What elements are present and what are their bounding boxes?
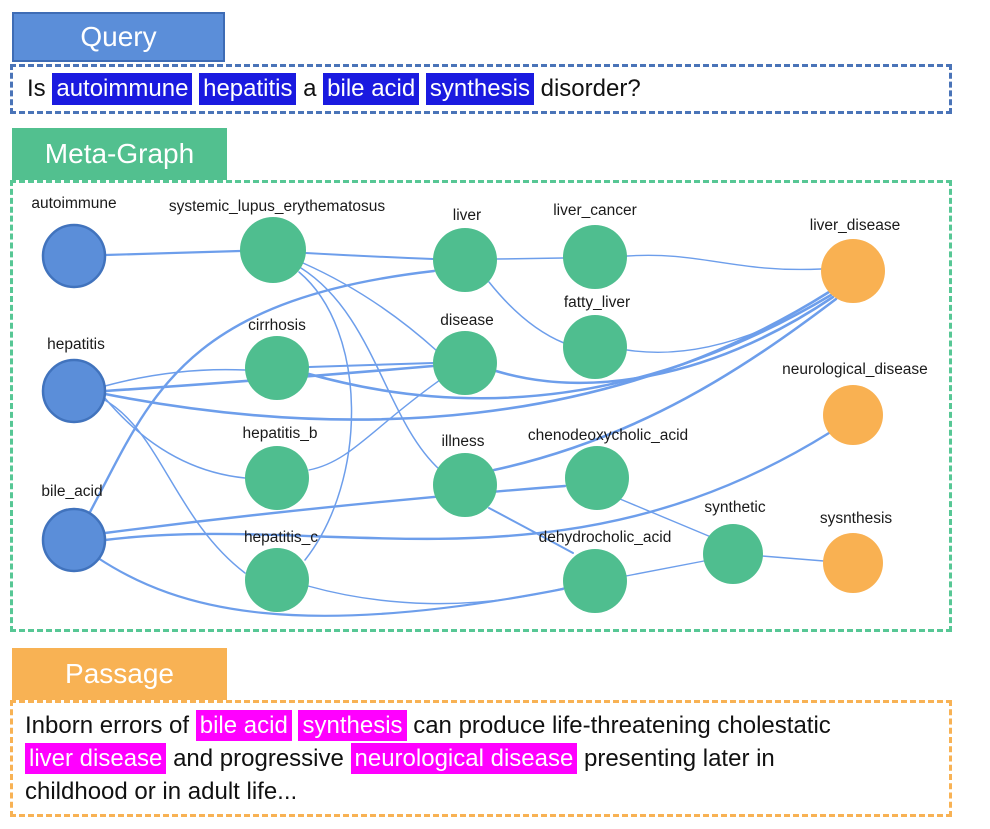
node-label-systemic_lupus_erythematosus: systemic_lupus_erythematosus [169,198,385,215]
node-label-hepatitis_c: hepatitis_c [244,529,318,546]
edge-liver--fatty_liver [488,281,565,344]
passage-text-box: Inborn errors of bile acid synthesis can… [10,700,952,817]
edge-hepatitis--hepatitis_c [102,398,246,574]
edge-systemic_lupus_erythematosus--disease [302,262,438,352]
node-hepatitis_c [245,548,309,612]
edge-hepatitis_b--disease [308,379,441,471]
node-disease [433,331,497,395]
node-label-chenodeoxycholic_acid: chenodeoxycholic_acid [528,427,688,444]
edge-cirrhosis--liver_disease [307,293,833,400]
passage-segment-highlight: neurological disease [350,743,578,774]
edge-systemic_lupus_erythematosus--illness [300,267,441,471]
passage-segment-text: and progressive [166,745,351,772]
node-autoimmune [41,223,107,289]
node-liver_disease [821,239,885,303]
node-label-illness: illness [441,433,484,450]
node-illness [433,453,497,517]
passage-segment-text: presenting later in [577,745,775,772]
node-synthetic [703,524,763,584]
node-systemic_lupus_erythematosus [240,217,306,283]
node-fatty_liver [563,315,627,379]
node-label-sysnthesis: sysnthesis [820,510,893,527]
query-segment-highlight: autoimmune [52,73,193,105]
node-label-hepatitis: hepatitis [47,336,105,353]
edge-hepatitis--liver_disease [103,290,831,421]
query-segment-highlight: hepatitis [199,73,297,105]
edge-illness--dehydrocholic_acid [488,507,574,554]
node-sysnthesis [823,533,883,593]
query-segment-highlight: synthesis [425,73,534,105]
edge-hepatitis--cirrhosis [104,368,246,387]
node-label-autoimmune: autoimmune [31,195,116,212]
edge-systemic_lupus_erythematosus--liver [305,252,434,260]
node-label-cirrhosis: cirrhosis [248,317,306,334]
node-dehydrocholic_acid [563,549,627,613]
query-segment-text: Is [27,75,53,102]
passage-segment-highlight: liver disease [25,743,167,774]
passage-section-label-text: Passage [65,658,174,689]
node-label-bile_acid: bile_acid [41,483,102,500]
node-label-liver_disease: liver_disease [810,217,900,234]
edge-systemic_lupus_erythematosus--hepatitis_c [298,271,353,561]
node-label-fatty_liver: fatty_liver [564,294,630,311]
passage-segment-highlight: bile acid [195,710,292,741]
node-label-synthetic: synthetic [704,499,765,516]
node-liver_cancer [563,225,627,289]
edge-autoimmune--systemic_lupus_erythematosus [103,249,242,257]
node-label-liver: liver [453,207,481,224]
node-label-liver_cancer: liver_cancer [553,202,637,219]
edge-hepatitis--hepatitis_b [103,396,246,479]
edge-bile_acid--dehydrocholic_acid [96,556,565,617]
passage-segment-text: can produce life-threatening cholestatic [406,712,831,739]
query-segment-highlight: bile acid [323,73,420,105]
passage-segment-highlight: synthesis [298,710,407,741]
edge-bile_acid--neurological_disease [103,431,831,542]
edge-chenodeoxycholic_acid--synthetic [619,498,712,538]
node-label-hepatitis_b: hepatitis_b [243,425,318,442]
meta-graph-section-label-text: Meta-Graph [44,138,195,169]
node-cirrhosis [245,336,309,400]
passage-line-3: childhood or in adult life... [25,775,937,808]
passage-segment-text: Inborn errors of [25,712,196,739]
edge-synthetic--sysnthesis [761,555,825,562]
edge-disease--liver_disease [494,295,835,385]
node-bile_acid [41,507,107,573]
edge-bile_acid--chenodeoxycholic_acid [103,484,567,535]
edge-liver--liver_cancer [496,257,564,260]
node-neurological_disease [823,385,883,445]
query-segment-text: a [296,75,324,102]
edge-cirrhosis--disease [308,362,434,368]
passage-segment-text: childhood or in adult life... [25,778,298,805]
edge-hepatitis_c--dehydrocholic_acid [307,585,565,605]
passage-section-label: Passage [12,648,227,700]
node-chenodeoxycholic_acid [565,446,629,510]
query-text-box: Is autoimmune hepatitis a bile acid synt… [10,64,952,114]
edge-dehydrocholic_acid--synthetic [625,560,705,577]
meta-graph-section-label: Meta-Graph [12,128,227,180]
edge-illness--liver_disease [492,297,838,472]
node-label-dehydrocholic_acid: dehydrocholic_acid [539,529,672,546]
node-hepatitis_b [245,446,309,510]
node-liver [433,228,497,292]
node-label-neurological_disease: neurological_disease [782,361,928,378]
passage-line-2: liver disease and progressive neurologic… [25,742,937,775]
query-section-label-text: Query [80,21,157,52]
passage-line-1: Inborn errors of bile acid synthesis can… [25,709,937,742]
edge-bile_acid--liver [88,269,436,514]
node-hepatitis [41,358,107,424]
edge-liver_cancer--liver_disease [626,254,822,271]
query-section-label: Query [12,12,225,62]
query-segment-text: disorder? [533,75,641,102]
node-label-disease: disease [440,312,493,329]
